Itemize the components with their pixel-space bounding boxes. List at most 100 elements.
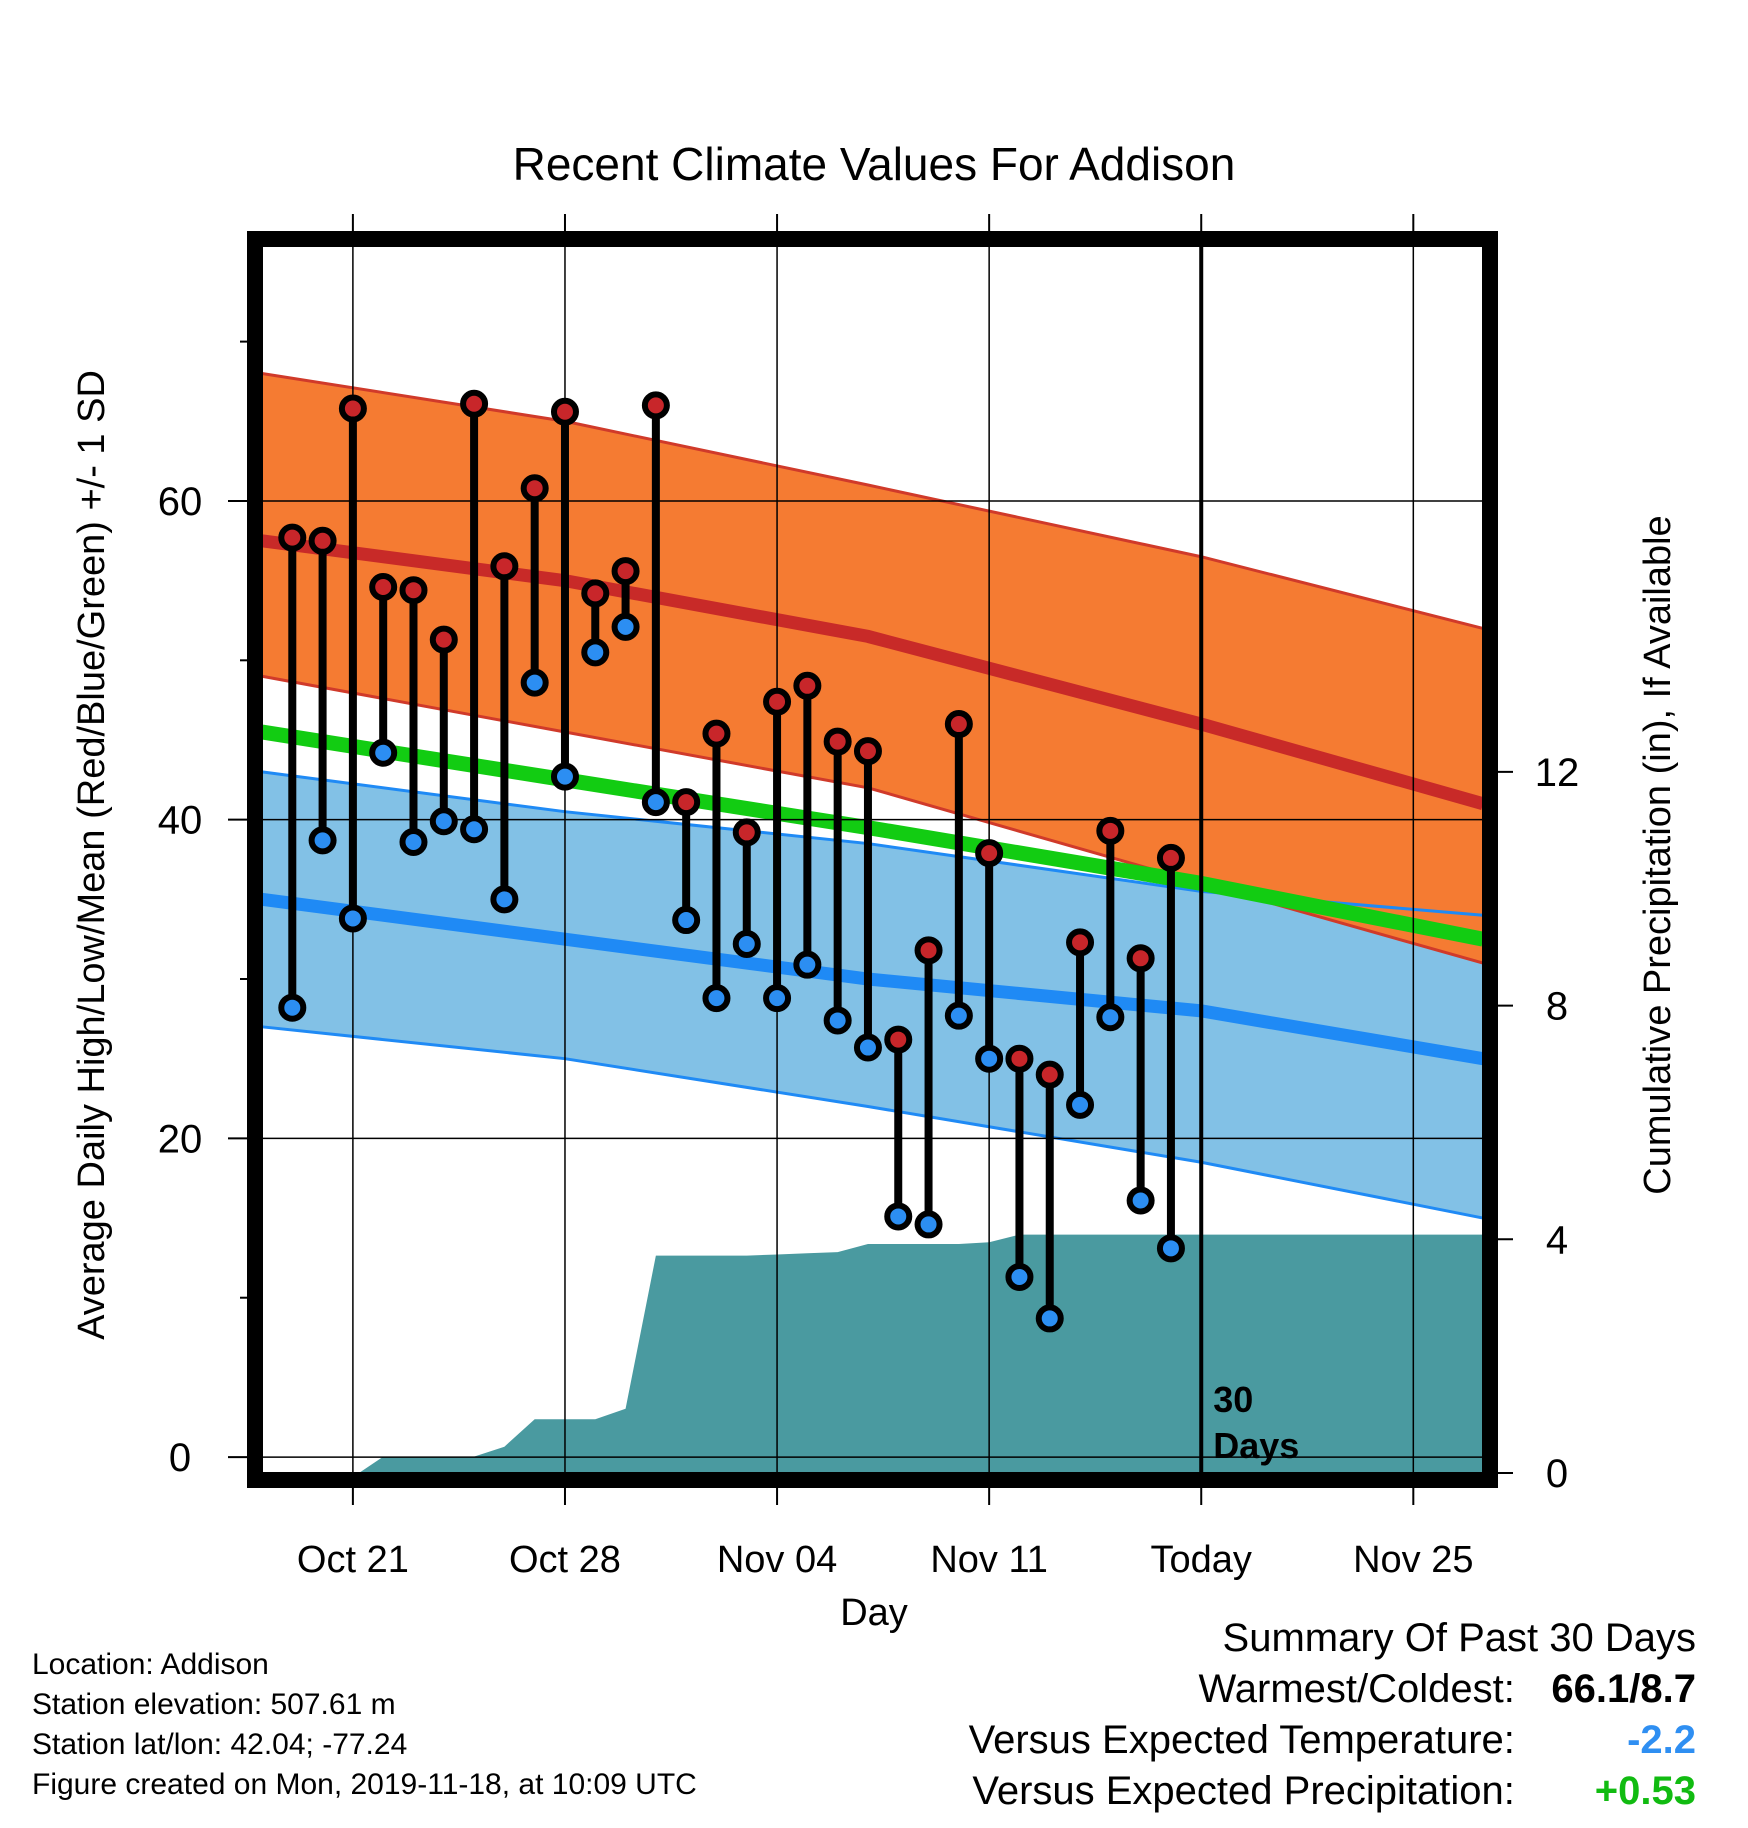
low-point: [308, 826, 337, 855]
x-tick-label: Oct 21: [297, 1539, 409, 1581]
x-tick-label: Nov 11: [930, 1539, 1048, 1581]
low-point: [793, 950, 822, 979]
y2-tick-label: 12: [1535, 751, 1580, 795]
high-point: [490, 552, 519, 581]
high-point: [763, 687, 792, 716]
high-point: [429, 625, 458, 654]
figure-created: Figure created on Mon, 2019-11-18, at 10…: [32, 1768, 697, 1801]
x-tick-label: Oct 28: [509, 1539, 621, 1581]
y2-tick-label: 8: [1546, 985, 1568, 1029]
high-point: [884, 1025, 913, 1054]
low-point: [1005, 1262, 1034, 1291]
low-point: [641, 788, 670, 817]
x-axis-label: Day: [840, 1592, 908, 1634]
station-latlon: Station lat/lon: 42.04; -77.24: [32, 1728, 408, 1761]
low-point: [520, 668, 549, 697]
low-point: [1096, 1003, 1125, 1032]
precip-anomaly-value: +0.53: [1594, 1769, 1696, 1813]
low-point: [550, 762, 579, 791]
high-point: [853, 737, 882, 766]
low-point: [278, 993, 307, 1022]
summary-precip-row: Versus Expected Precipitation: +0.53: [969, 1766, 1696, 1817]
high-point: [732, 818, 761, 847]
low-point: [429, 807, 458, 836]
y2-axis-label: Cumulative Precipitation (in), If Availa…: [1637, 515, 1679, 1194]
low-point: [399, 827, 428, 856]
precip-anomaly-label: Versus Expected Precipitation:: [972, 1769, 1515, 1813]
station-elevation: Station elevation: 507.61 m: [32, 1688, 396, 1721]
low-point: [944, 1001, 973, 1030]
high-point: [611, 557, 640, 586]
high-point: [975, 839, 1004, 868]
high-point: [1096, 816, 1125, 845]
precip-area: [262, 1234, 1483, 1473]
high-point: [1005, 1044, 1034, 1073]
temp-anomaly-value: -2.2: [1627, 1718, 1696, 1762]
high-point: [641, 391, 670, 420]
high-point: [338, 394, 367, 423]
y2-tick-label: 0: [1546, 1452, 1568, 1496]
y-tick-label: 40: [158, 799, 203, 843]
climate-chart: Oct 21 Oct 28 Nov 04 Nov 11 Today Nov 2502040…: [71, 138, 1679, 1634]
low-point: [702, 984, 731, 1013]
low-point: [853, 1033, 882, 1062]
low-point: [1035, 1304, 1064, 1333]
station-info: Location: Addison Station elevation: 507…: [32, 1645, 697, 1805]
warmest-label: Warmest/Coldest:: [1198, 1667, 1515, 1711]
high-point: [914, 936, 943, 965]
y2-tick-label: 4: [1546, 1218, 1568, 1262]
low-point: [763, 984, 792, 1013]
high-point: [672, 788, 701, 817]
chart-title: Recent Climate Values For Addison: [513, 138, 1236, 190]
high-point: [1126, 944, 1155, 973]
low-point: [672, 906, 701, 935]
low-point: [975, 1044, 1004, 1073]
low-point: [1156, 1234, 1185, 1263]
y-tick-label: 0: [169, 1436, 191, 1480]
summary-warmest-row: Warmest/Coldest: 66.1/8.7: [969, 1664, 1697, 1715]
low-point: [369, 738, 398, 767]
today-label: 30 Days: [1213, 1379, 1299, 1466]
low-point: [338, 904, 367, 933]
high-point: [308, 526, 337, 555]
high-point: [1066, 928, 1095, 957]
high-point: [702, 719, 731, 748]
x-tick-label: Nov 25: [1353, 1539, 1473, 1581]
low-point: [732, 929, 761, 958]
station-location: Location: Addison: [32, 1648, 269, 1681]
temp-anomaly-label: Versus Expected Temperature:: [968, 1718, 1515, 1762]
plot-body: Oct 21 Oct 28 Nov 04 Nov 11 Today Nov 2502040…: [158, 214, 1580, 1581]
x-tick-label: Nov 04: [717, 1539, 837, 1581]
y-tick-label: 60: [158, 480, 203, 524]
low-point: [914, 1210, 943, 1239]
high-point: [369, 573, 398, 602]
high-point: [793, 671, 822, 700]
high-point: [460, 389, 489, 418]
high-point: [520, 474, 549, 503]
high-point: [399, 576, 428, 605]
high-point: [550, 397, 579, 426]
high-point: [823, 727, 852, 756]
warmest-value: 66.1/8.7: [1551, 1667, 1696, 1711]
x-tick-label: Today: [1151, 1539, 1252, 1581]
low-point: [884, 1202, 913, 1231]
high-normal-line: [261, 534, 1485, 810]
y-axis-label: Average Daily High/Low/Mean (Red/Blue/Gr…: [71, 370, 113, 1340]
high-point: [581, 579, 610, 608]
high-point: [278, 523, 307, 552]
high-point: [1035, 1060, 1064, 1089]
high-point: [1156, 843, 1185, 872]
low-point: [1126, 1186, 1155, 1215]
low-point: [460, 815, 489, 844]
low-point: [1066, 1090, 1095, 1119]
low-point: [490, 885, 519, 914]
low-normal-band: [262, 771, 1483, 1219]
low-point: [581, 638, 610, 667]
plot-frame: [247, 231, 1498, 1488]
summary-panel: Summary Of Past 30 Days Warmest/Coldest:…: [969, 1613, 1696, 1817]
y-tick-label: 20: [158, 1117, 203, 1161]
low-point: [611, 612, 640, 641]
summary-temp-row: Versus Expected Temperature: -2.2: [969, 1715, 1696, 1766]
high-point: [944, 710, 973, 739]
low-lower-edge: [261, 1025, 1484, 1220]
